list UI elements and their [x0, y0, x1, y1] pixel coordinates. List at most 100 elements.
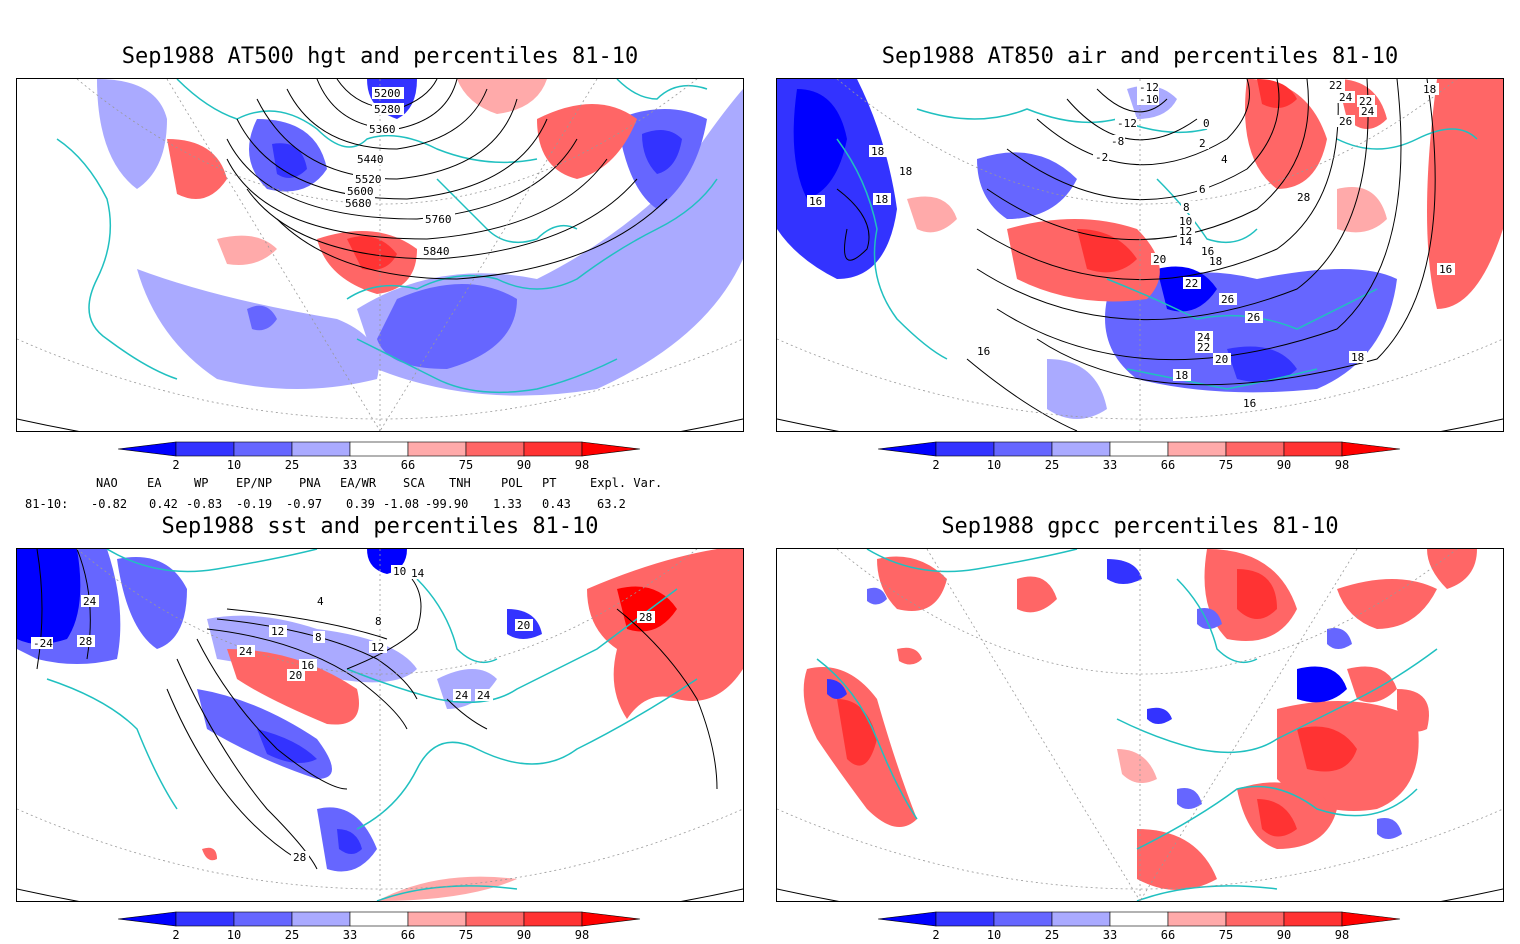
svg-text:18: 18	[875, 193, 888, 206]
anom-red	[617, 586, 677, 632]
index-value: 1.33	[493, 497, 522, 511]
svg-text:22: 22	[1359, 95, 1372, 108]
svg-text:16: 16	[1201, 245, 1214, 258]
svg-text:22: 22	[1197, 341, 1210, 354]
colorbar-tick: 25	[284, 928, 300, 942]
colorbar-tick: 98	[1334, 458, 1350, 472]
anom-blue	[977, 152, 1077, 219]
anom-blue	[1047, 359, 1107, 419]
colorbar-tick: 98	[1334, 928, 1350, 942]
svg-text:5600: 5600	[347, 185, 374, 198]
colorbar-tick: 10	[226, 458, 242, 472]
anom-blue	[257, 729, 317, 763]
map-gpcc	[777, 549, 1503, 901]
index-name: PT	[542, 476, 557, 490]
colorbar-segment	[349, 911, 409, 927]
index-name: WP	[194, 476, 209, 490]
anom-blue	[1107, 559, 1142, 584]
index-value: 0.43	[542, 497, 571, 511]
colorbar-segment	[1167, 911, 1227, 927]
colorbar-arrow-high	[581, 911, 641, 927]
svg-text:5840: 5840	[423, 245, 450, 258]
colorbar-segment	[1225, 911, 1285, 927]
colorbar-tick: 25	[284, 458, 300, 472]
colorbar-tick: 25	[1044, 928, 1060, 942]
svg-text:10: 10	[393, 565, 406, 578]
anom-red	[877, 556, 947, 611]
anom-red	[1297, 726, 1357, 772]
graticule	[17, 79, 743, 431]
anom-red	[1117, 749, 1157, 783]
svg-text:16: 16	[1439, 263, 1452, 276]
index-value: -0.97	[286, 497, 323, 511]
map-panel-hgt: 5200 5280 5360 5440 5520 5600 5680 5760 …	[16, 78, 744, 432]
svg-text:18: 18	[1423, 83, 1436, 96]
colorbar-segment	[523, 441, 583, 457]
index-value: 0.42	[149, 497, 178, 511]
index-name: Expl. Var.	[590, 476, 663, 490]
anom-red	[1337, 579, 1437, 629]
svg-text:16: 16	[809, 195, 822, 208]
index-name: NAO	[96, 476, 118, 490]
colorbar-segment	[935, 441, 995, 457]
colorbar-arrow-low	[878, 911, 937, 927]
svg-text:-12: -12	[1117, 117, 1137, 130]
anom-blue	[1377, 818, 1402, 839]
anom-blue	[1297, 666, 1347, 703]
anom-red	[167, 139, 227, 199]
colorbar-tick: 90	[1276, 928, 1292, 942]
index-value: -99.90	[425, 497, 469, 511]
index-value: 0.39	[346, 497, 375, 511]
svg-text:16: 16	[301, 659, 314, 672]
map-panel-air: -12 -10 -12 -8 -2 0 2 4 6 8 10 12 14 16 …	[776, 78, 1504, 432]
svg-text:-12: -12	[1139, 81, 1159, 94]
svg-text:18: 18	[1175, 369, 1188, 382]
svg-text:0: 0	[1203, 117, 1210, 130]
colorbar-segment	[935, 911, 995, 927]
anom-red	[1337, 187, 1387, 233]
index-names-row: NAO EA WP EP/NP PNA EA/WR SCA TNH POL PT…	[0, 476, 760, 490]
anom-red	[587, 549, 743, 719]
svg-text:4: 4	[317, 595, 324, 608]
index-name: EA/WR	[340, 476, 377, 490]
panel-title-hgt: Sep1988 AT500 hgt and percentiles 81-10	[121, 44, 639, 69]
colorbar-tick: 98	[574, 458, 590, 472]
svg-text:12: 12	[271, 625, 284, 638]
svg-text:5280: 5280	[374, 103, 401, 116]
graticule	[777, 549, 1503, 901]
colorbar-tick: 75	[1218, 458, 1234, 472]
panel-title-gpcc: Sep1988 gpcc percentiles 81-10	[941, 514, 1339, 539]
svg-text:18: 18	[1351, 351, 1364, 364]
index-name: EA	[147, 476, 162, 490]
anom-red	[377, 876, 517, 901]
svg-text:24: 24	[455, 689, 469, 702]
svg-text:28: 28	[79, 635, 92, 648]
colorbar-tick: 2	[172, 928, 180, 942]
colorbar-segment	[407, 441, 467, 457]
svg-text:-24: -24	[33, 637, 53, 650]
temperature-contours	[836, 79, 1436, 431]
index-row-label: 81-10:	[25, 497, 69, 511]
anom-blue	[117, 557, 187, 649]
anom-blue	[1177, 788, 1202, 809]
colorbar-arrow-low	[118, 911, 177, 927]
colorbar-tick: 98	[574, 928, 590, 942]
svg-text:20: 20	[517, 619, 530, 632]
colorbar-segment	[349, 441, 409, 457]
colorbar-segment	[291, 911, 351, 927]
colorbar-tick: 2	[172, 458, 180, 472]
svg-text:-10: -10	[1139, 93, 1159, 106]
panel-title-sst: Sep1988 sst and percentiles 81-10	[161, 514, 599, 539]
anom-blue	[337, 829, 362, 854]
colorbar-tick: 33	[342, 928, 358, 942]
anom-red	[1237, 569, 1277, 619]
colorbar-tick: 90	[516, 928, 532, 942]
colorbar-tick: 33	[1102, 928, 1118, 942]
anom-red	[1257, 79, 1297, 108]
graticule	[777, 79, 1503, 431]
anom-blue	[1147, 707, 1172, 724]
svg-text:20: 20	[1153, 253, 1166, 266]
colorbar-hgt: 2 10 25 33 66 75 90 98	[118, 440, 658, 474]
svg-text:5760: 5760	[425, 213, 452, 226]
svg-text:28: 28	[639, 611, 652, 624]
